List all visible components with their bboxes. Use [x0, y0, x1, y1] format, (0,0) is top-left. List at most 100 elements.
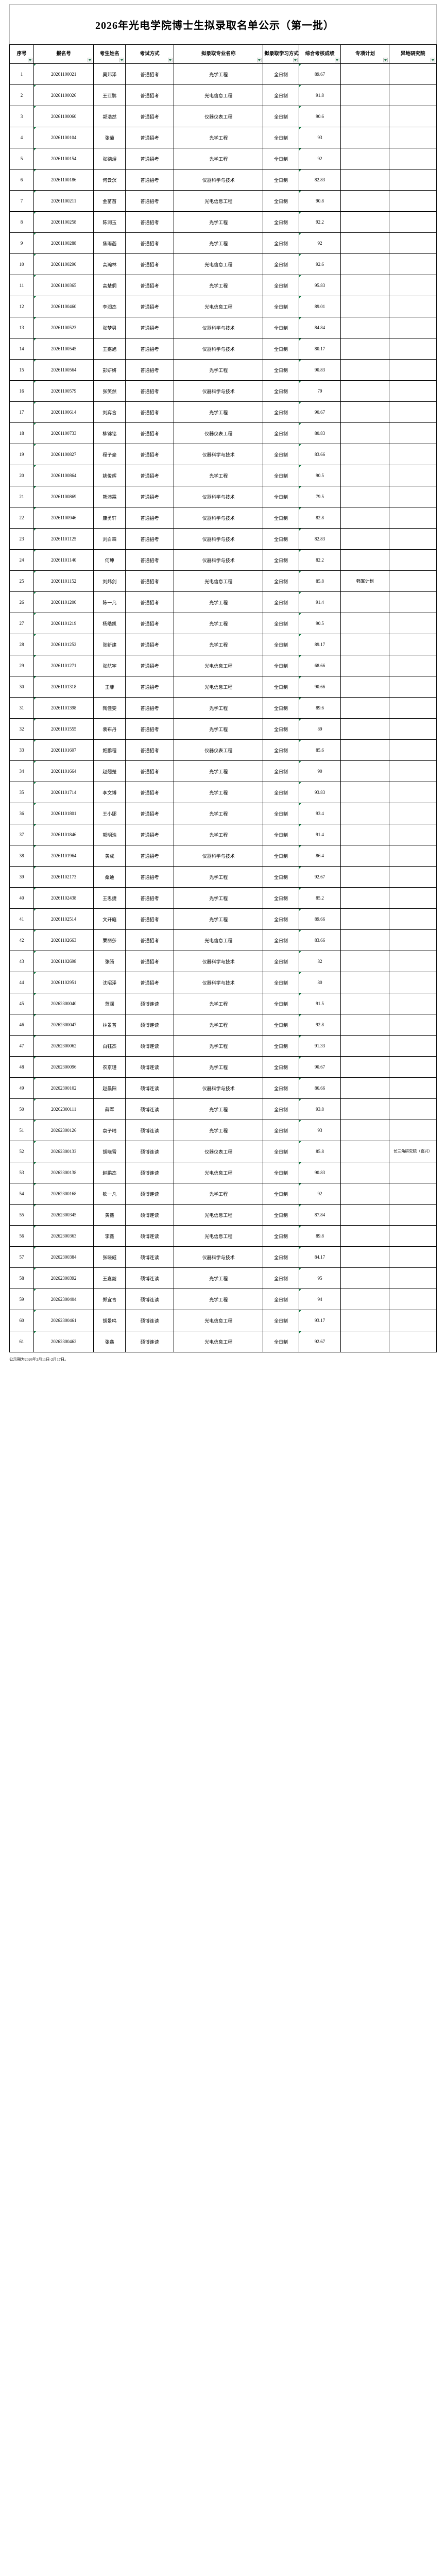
- cell-name: 张晓威: [93, 1246, 126, 1268]
- cell-score: 92.2: [298, 211, 341, 233]
- cell-special_plan: [340, 1098, 390, 1120]
- cell-major: 仪器科学与技术: [174, 1246, 264, 1268]
- cell-index: 45: [9, 993, 35, 1014]
- filter-dropdown-icon[interactable]: [335, 58, 340, 62]
- cell-index: 46: [9, 1014, 35, 1036]
- cell-special_plan: [340, 1267, 390, 1289]
- filter-dropdown-icon[interactable]: [383, 58, 388, 62]
- table-row: 53 20262300138 赵鹏杰 硕博连读 光电信息工程 全日制 90.83: [9, 1162, 437, 1183]
- table-row: 9 20261100288 焦雨菡 普通招考 光学工程 全日制 92: [9, 232, 437, 254]
- cell-special_plan: [340, 401, 390, 423]
- cell-special_plan: [340, 127, 390, 148]
- cell-index: 33: [9, 739, 35, 761]
- cell-score: 92.6: [298, 253, 341, 275]
- cell-special_plan: [340, 1331, 390, 1352]
- cell-study_mode: 全日制: [263, 465, 299, 486]
- cell-study_mode: 全日制: [263, 655, 299, 676]
- filter-dropdown-icon[interactable]: [431, 58, 435, 62]
- cell-study_mode: 全日制: [263, 232, 299, 254]
- cell-index: 35: [9, 782, 35, 803]
- cell-reg_no: 20261100258: [33, 211, 94, 233]
- cell-exam_mode: 普通招考: [125, 63, 175, 85]
- cell-institute: [389, 1056, 437, 1078]
- cell-exam_mode: 普通招考: [125, 782, 175, 803]
- cell-name: 彭妍妍: [93, 359, 126, 381]
- cell-exam_mode: 普通招考: [125, 929, 175, 951]
- cell-institute: [389, 1225, 437, 1247]
- cell-major: 光学工程: [174, 211, 264, 233]
- cell-exam_mode: 普通招考: [125, 127, 175, 148]
- cell-major: 仪器科学与技术: [174, 507, 264, 529]
- cell-special_plan: [340, 908, 390, 930]
- cell-institute: [389, 507, 437, 529]
- cell-institute: [389, 591, 437, 613]
- table-body: 1 20261100021 吴邦泽 普通招考 光学工程 全日制 89.67 2 20261100…: [9, 63, 437, 1352]
- cell-score: 93.4: [298, 803, 341, 824]
- publication-page: 2026年光电学院博士生拟录取名单公示（第一批） 序号 报名号 考生姓名: [0, 4, 446, 1362]
- cell-study_mode: 全日制: [263, 1141, 299, 1162]
- cell-institute: [389, 760, 437, 782]
- cell-institute: [389, 1035, 437, 1057]
- cell-index: 36: [9, 803, 35, 824]
- cell-exam_mode: 硕博连读: [125, 1289, 175, 1310]
- cell-exam_mode: 普通招考: [125, 232, 175, 254]
- cell-institute: [389, 1267, 437, 1289]
- cell-special_plan: [340, 591, 390, 613]
- cell-major: 光学工程: [174, 634, 264, 655]
- cell-name: 郑宜青: [93, 1289, 126, 1310]
- table-row: 25 20261101152 刘炜剑 普通招考 光电信息工程 全日制 85.8 强军计划: [9, 570, 437, 592]
- cell-major: 光学工程: [174, 697, 264, 719]
- cell-score: 89.6: [298, 697, 341, 719]
- cell-study_mode: 全日制: [263, 1246, 299, 1268]
- cell-exam_mode: 普通招考: [125, 486, 175, 507]
- cell-score: 90: [298, 760, 341, 782]
- column-header-reg-no: 报名号: [33, 44, 94, 64]
- cell-study_mode: 全日制: [263, 84, 299, 106]
- cell-exam_mode: 硕博连读: [125, 1183, 175, 1205]
- filter-dropdown-icon[interactable]: [88, 58, 93, 62]
- cell-score: 90.8: [298, 190, 341, 212]
- cell-major: 光电信息工程: [174, 570, 264, 592]
- cell-special_plan: [340, 634, 390, 655]
- cell-major: 仪器科学与技术: [174, 317, 264, 338]
- cell-name: 文开庭: [93, 908, 126, 930]
- cell-institute: [389, 887, 437, 909]
- cell-institute: [389, 1204, 437, 1226]
- cell-major: 光学工程: [174, 866, 264, 888]
- table-row: 41 20261102514 文开庭 普通招考 光学工程 全日制 89.66: [9, 908, 437, 930]
- cell-score: 92: [298, 232, 341, 254]
- cell-major: 光学工程: [174, 1056, 264, 1078]
- cell-score: 90.5: [298, 613, 341, 634]
- table-row: 32 20261101555 裴布丹 普通招考 光学工程 全日制 89: [9, 718, 437, 740]
- table-row: 52 20262300133 胡晓雪 硕博连读 仪器仪表工程 全日制 85.8 长三角研究院（…: [9, 1141, 437, 1162]
- cell-name: 薛军: [93, 1098, 126, 1120]
- filter-dropdown-icon[interactable]: [168, 58, 173, 62]
- cell-exam_mode: 普通招考: [125, 760, 175, 782]
- cell-exam_mode: 硕博连读: [125, 1267, 175, 1289]
- table-row: 17 20261100614 刘弈含 普通招考 光学工程 全日制 90.67: [9, 401, 437, 423]
- cell-special_plan: [340, 1035, 390, 1057]
- filter-dropdown-icon[interactable]: [28, 58, 33, 62]
- cell-exam_mode: 普通招考: [125, 253, 175, 275]
- cell-institute: [389, 359, 437, 381]
- cell-study_mode: 全日制: [263, 951, 299, 972]
- filter-dropdown-icon[interactable]: [257, 58, 262, 62]
- cell-reg_no: 20262300345: [33, 1204, 94, 1226]
- filter-dropdown-icon[interactable]: [293, 58, 298, 62]
- cell-exam_mode: 硕博连读: [125, 1204, 175, 1226]
- cell-institute: [389, 106, 437, 127]
- filter-dropdown-icon[interactable]: [119, 58, 125, 62]
- cell-exam_mode: 普通招考: [125, 908, 175, 930]
- table-row: 13 20261100523 张梦男 普通招考 仪器科学与技术 全日制 84.84: [9, 317, 437, 338]
- cell-reg_no: 20261101219: [33, 613, 94, 634]
- cell-reg_no: 20262300138: [33, 1162, 94, 1183]
- cell-reg_no: 20261101398: [33, 697, 94, 719]
- cell-major: 光学工程: [174, 613, 264, 634]
- cell-score: 92.67: [298, 1331, 341, 1352]
- cell-index: 60: [9, 1310, 35, 1331]
- cell-study_mode: 全日制: [263, 1098, 299, 1120]
- cell-score: 84.17: [298, 1246, 341, 1268]
- cell-major: 仪器科学与技术: [174, 380, 264, 402]
- cell-major: 光电信息工程: [174, 253, 264, 275]
- cell-index: 9: [9, 232, 35, 254]
